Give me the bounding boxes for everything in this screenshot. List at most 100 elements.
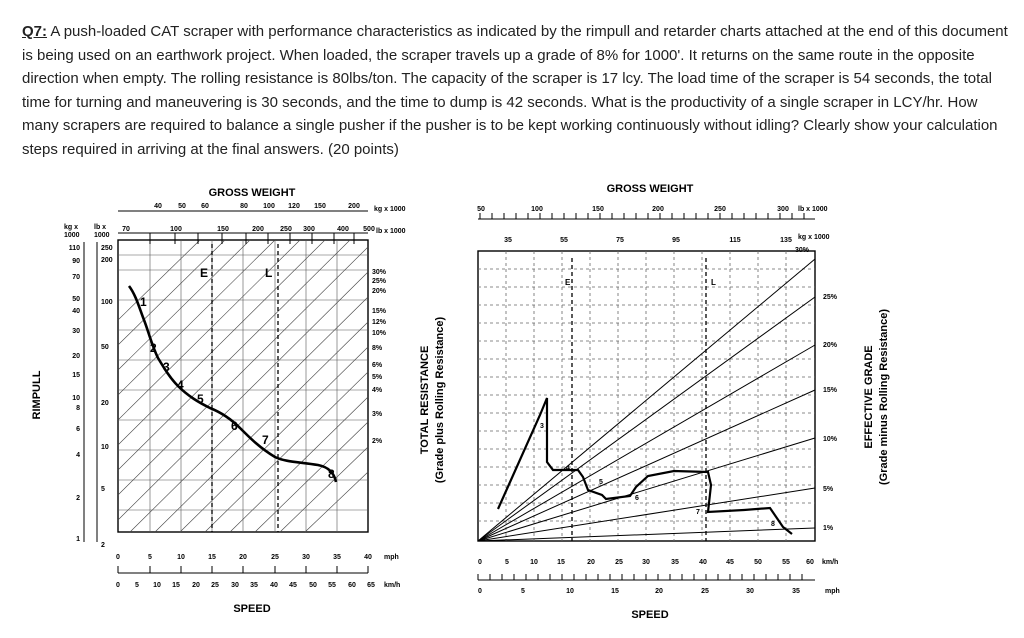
rimpull-left-head-lb-2: 1000 xyxy=(94,232,110,239)
rimpull-diagonal-line xyxy=(179,346,369,533)
rimpull-diagonal-line xyxy=(229,396,369,533)
retarder-bottom-tick-kmh: 40 xyxy=(699,559,707,566)
rimpull-diagonal-line xyxy=(129,296,369,533)
rimpull-curve xyxy=(127,285,338,483)
retarder-grid xyxy=(478,251,815,541)
rimpull-diagonal-line xyxy=(117,239,251,371)
rimpull-top-tick-kg: 40 xyxy=(154,203,162,210)
rimpull-top-tick-kg: 200 xyxy=(348,203,360,210)
retarder-bottom-tick-mph: 5 xyxy=(521,588,525,595)
rimpull-bottom-tick-kmh: 30 xyxy=(231,582,239,589)
retarder-grade-line xyxy=(477,437,816,542)
rimpull-top-tick-kg: 100 xyxy=(263,203,275,210)
rimpull-right-label-1: TOTAL RESISTANCE xyxy=(419,346,431,455)
rimpull-top-tick-lb: 300 xyxy=(303,226,315,233)
rimpull-left-tick-kg: 90 xyxy=(72,258,80,265)
rimpull-bottom-tick-kmh: 60 xyxy=(348,582,356,589)
rimpull-top-tick-lb: 150 xyxy=(217,226,229,233)
question-body: A push-loaded CAT scraper with performan… xyxy=(22,23,1008,158)
retarder-bottom-tick-mph: 15 xyxy=(611,588,619,595)
rimpull-right-tick: 10% xyxy=(372,330,387,337)
rimpull-right-tick: 20% xyxy=(372,288,387,295)
rimpull-bottom-unit-kmh: km/h xyxy=(384,582,400,589)
retarder-bottom-tick-mph: 35 xyxy=(792,588,800,595)
rimpull-diagonal-line xyxy=(117,239,351,471)
rimpull-xlabel: SPEED xyxy=(233,603,270,615)
rimpull-bottom-tick-kmh: 55 xyxy=(328,582,336,589)
rimpull-grid xyxy=(118,240,368,532)
rimpull-top-tick-lb: 200 xyxy=(252,226,264,233)
rimpull-left-tick-lb: 10 xyxy=(101,444,109,451)
rimpull-left-tick-kg: 15 xyxy=(72,372,80,379)
rimpull-left-head-kg-2: 1000 xyxy=(64,232,80,239)
retarder-bottom-tick-kmh: 20 xyxy=(587,559,595,566)
rimpull-gear-label: 6 xyxy=(231,419,238,433)
rimpull-diagonal-line xyxy=(304,471,369,533)
retarder-bottom-tick-kmh: 25 xyxy=(615,559,623,566)
retarder-empty-marker: E xyxy=(565,278,571,287)
retarder-gear-label: 4 xyxy=(566,465,570,472)
rimpull-bottom-tick-kmh: 20 xyxy=(192,582,200,589)
retarder-bottom-tick-kmh: 45 xyxy=(726,559,734,566)
retarder-chart: GROSS WEIGHT xyxy=(477,183,890,621)
rimpull-left-tick-kg: 110 xyxy=(69,245,80,252)
rimpull-bottom-tick-kmh: 35 xyxy=(250,582,258,589)
rimpull-right-tick: 12% xyxy=(372,319,387,326)
rimpull-right-tick: 5% xyxy=(372,374,383,381)
rimpull-right-tick: 6% xyxy=(372,362,383,369)
rimpull-right-tick: 2% xyxy=(372,438,383,445)
rimpull-top-tick-kg: 80 xyxy=(240,203,248,210)
retarder-bottom-ticks-kmh: 0 5 10 15 20 25 30 35 40 45 50 55 60 xyxy=(478,559,814,566)
rimpull-diagonal-line xyxy=(254,421,369,533)
rimpull-top-ticks-kg: 40 50 60 80 100 120 150 200 xyxy=(154,203,360,210)
retarder-bottom-tick-mph: 10 xyxy=(566,588,574,595)
rimpull-left-tick-kg: 2 xyxy=(76,495,80,502)
rimpull-bottom-tick-mph: 5 xyxy=(148,554,152,561)
retarder-loaded-marker: L xyxy=(711,278,716,287)
rimpull-bottom-tick-kmh: 5 xyxy=(135,582,139,589)
retarder-grade-line xyxy=(477,258,816,542)
rimpull-bottom-tick-mph: 20 xyxy=(239,554,247,561)
rimpull-right-ticks: 30% 25% 20% 15% 12% 10% 8% 6% 5% 4% 3% 2… xyxy=(372,269,387,445)
rimpull-bottom-tick-kmh: 0 xyxy=(116,582,120,589)
retarder-chart-title: GROSS WEIGHT xyxy=(607,183,694,195)
rimpull-empty-marker: E xyxy=(200,266,208,280)
rimpull-right-tick: 3% xyxy=(372,411,383,418)
retarder-grade-line xyxy=(477,527,816,542)
rimpull-gear-label: 7 xyxy=(262,433,269,447)
retarder-bottom-tick-mph: 20 xyxy=(655,588,663,595)
rimpull-left-tick-kg: 4 xyxy=(76,452,80,459)
retarder-top-ticks-kg: 35 55 75 95 115 135 xyxy=(504,237,792,244)
retarder-gear-label: 7 xyxy=(696,509,700,516)
retarder-right-tick: 1% xyxy=(823,525,834,532)
rimpull-left-tick-kg: 50 xyxy=(72,296,80,303)
rimpull-top-tick-lb: 100 xyxy=(170,226,182,233)
retarder-top-tick-kg: 55 xyxy=(560,237,568,244)
retarder-right-ticks: 30% 25% 20% 15% 10% 5% 1% xyxy=(795,247,838,532)
rimpull-loaded-marker: L xyxy=(265,266,272,280)
rimpull-left-tick-kg: 8 xyxy=(76,405,80,412)
rimpull-bottom-tick-kmh: 50 xyxy=(309,582,317,589)
retarder-right-tick: 25% xyxy=(823,294,838,301)
rimpull-bottom-tick-mph: 25 xyxy=(271,554,279,561)
rimpull-bottom-tick-kmh: 10 xyxy=(153,582,161,589)
rimpull-diagonals xyxy=(117,239,369,533)
retarder-bottom-ticks-mph: 0 5 10 15 20 25 30 35 xyxy=(478,588,800,595)
retarder-top-tick-kg: 75 xyxy=(616,237,624,244)
rimpull-bottom-scale-mph-ticks xyxy=(117,566,369,573)
retarder-bottom-tick-kmh: 15 xyxy=(557,559,565,566)
retarder-top-tick-lb: 300 xyxy=(777,206,789,213)
rimpull-bottom-tick-mph: 30 xyxy=(302,554,310,561)
retarder-top-tick-lb: 100 xyxy=(531,206,543,213)
retarder-top-tick-lb: 50 xyxy=(477,206,485,213)
rimpull-top-unit-kg: kg x 1000 xyxy=(374,206,406,213)
retarder-xlabel: SPEED xyxy=(631,609,668,621)
rimpull-diagonal-line xyxy=(279,446,369,533)
retarder-bottom-tick-mph: 0 xyxy=(478,588,482,595)
rimpull-left-tick-lb: 20 xyxy=(101,400,109,407)
rimpull-chart: GROSS WEIGHT 40 50 60 80 100 120 150 200… xyxy=(31,187,446,615)
rimpull-top-tick-lb: 400 xyxy=(337,226,349,233)
retarder-grade-line xyxy=(477,344,816,542)
retarder-top-tick-kg: 115 xyxy=(729,237,740,244)
rimpull-left-tick-kg: 40 xyxy=(72,308,80,315)
